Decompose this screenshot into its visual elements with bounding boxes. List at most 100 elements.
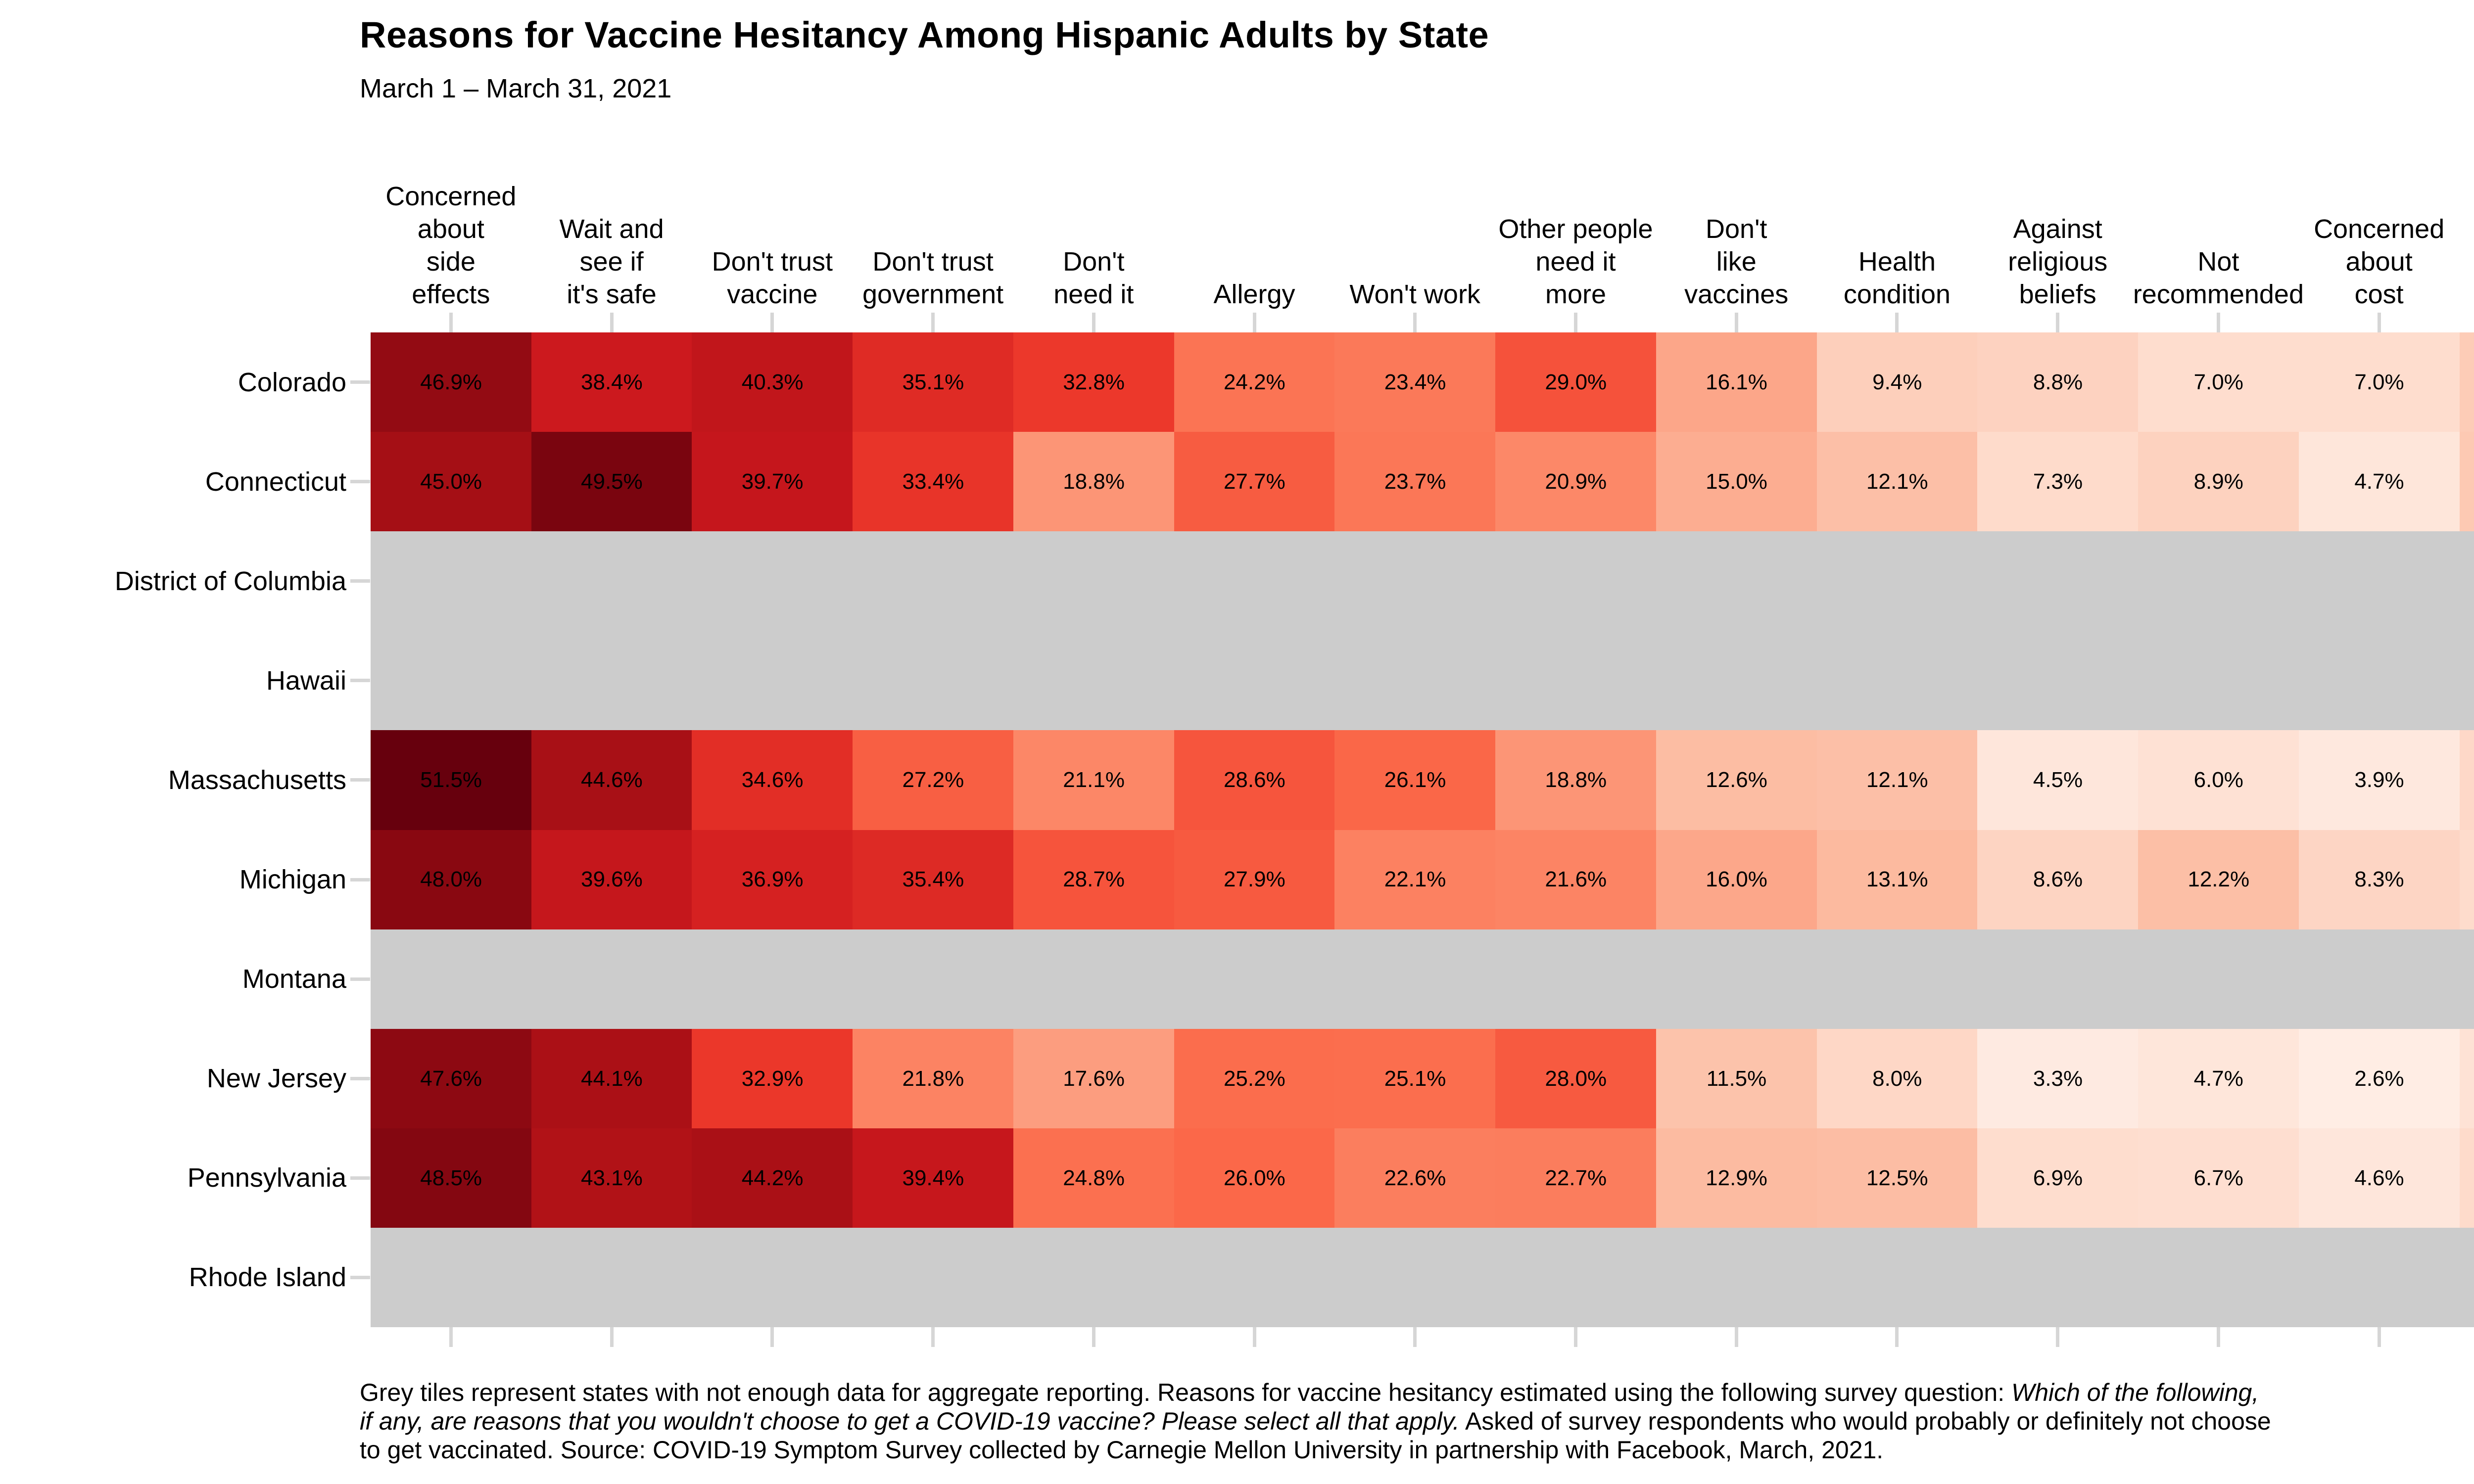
- axis-tick-bottom: [1895, 1327, 1899, 1347]
- row-label-state: Massachusetts: [168, 765, 346, 795]
- footnote-line: Grey tiles represent states with not eno…: [360, 1378, 2259, 1407]
- heatmap-cell: 6.0%: [2138, 730, 2299, 831]
- axis-tick-top: [1734, 313, 1738, 332]
- column-header: Not recommended: [2133, 247, 2304, 309]
- heatmap-cell: 46.9%: [371, 332, 532, 432]
- axis-tick-left: [350, 480, 370, 484]
- heatmap-cell: 24.8%: [1013, 1128, 1175, 1228]
- heatmap-cell: 6.9%: [1977, 1128, 2139, 1228]
- axis-tick-bottom: [931, 1327, 935, 1347]
- footnote-survey-question: if any, are reasons that you wouldn't ch…: [360, 1407, 1460, 1435]
- heatmap-cell: 27.2%: [853, 730, 1014, 831]
- heatmap-cell: 12.1%: [1816, 730, 1978, 831]
- heatmap-cell: 44.1%: [531, 1028, 693, 1129]
- heatmap-cell: 7.0%: [2298, 332, 2460, 432]
- heatmap-cell: 4.7%: [2138, 1028, 2299, 1129]
- heatmap-cell: 8.8%: [1977, 332, 2139, 432]
- heatmap-cell: 34.6%: [692, 730, 853, 831]
- heatmap-cell: 36.9%: [692, 830, 853, 930]
- heatmap-cell: 39.7%: [692, 432, 853, 532]
- axis-tick-top: [931, 313, 935, 332]
- heatmap-cell: 28.0%: [1495, 1028, 1657, 1129]
- heatmap-cell: 21.1%: [1013, 730, 1175, 831]
- footnote-text: Grey tiles represent states with not eno…: [360, 1379, 2011, 1406]
- heatmap-cell: 49.5%: [531, 432, 693, 532]
- heatmap-cell: 26.1%: [1334, 730, 1496, 831]
- axis-tick-left: [350, 977, 370, 981]
- heatmap-cell: 25.2%: [1174, 1028, 1335, 1129]
- heatmap-cell: 51.5%: [371, 730, 532, 831]
- heatmap-cell: 10.5%: [2459, 432, 2474, 532]
- heatmap-cell: 39.4%: [853, 1128, 1014, 1228]
- row-label-state: New Jersey: [206, 1064, 346, 1094]
- column-header: Concerned about side effects: [385, 182, 517, 309]
- heatmap-cell: 8.6%: [1977, 830, 2139, 930]
- axis-tick-left: [350, 679, 370, 683]
- heatmap-cell: 28.7%: [1013, 830, 1175, 930]
- heatmap-cell: 12.5%: [1816, 1128, 1978, 1228]
- column-header: Concerned about cost: [2314, 214, 2445, 309]
- heatmap-cell: 7.0%: [2138, 332, 2299, 432]
- heatmap-cell: 44.6%: [531, 730, 693, 831]
- heatmap-cell: 33.4%: [853, 432, 1014, 532]
- footnote-text: to get vaccinated. Source: COVID-19 Symp…: [360, 1436, 1884, 1464]
- heatmap-cell: 16.1%: [1656, 332, 1817, 432]
- column-header: Don't trust government: [862, 247, 1004, 309]
- axis-tick-left: [350, 380, 370, 384]
- heatmap-cell: 35.1%: [853, 332, 1014, 432]
- heatmap-cell: 32.9%: [692, 1028, 853, 1129]
- heatmap-cell: 12.9%: [1656, 1128, 1817, 1228]
- heatmap-cell: 17.6%: [1013, 1028, 1175, 1129]
- column-header: Pregnancy: [2440, 158, 2474, 311]
- heatmap-cell: 32.8%: [1013, 332, 1175, 432]
- missing-data-row: [371, 929, 2474, 1029]
- column-header: Won't work: [1349, 279, 1480, 309]
- axis-tick-bottom: [1574, 1327, 1577, 1347]
- heatmap-cell: 10.0%: [2459, 332, 2474, 432]
- heatmap-cell: 18.8%: [1013, 432, 1175, 532]
- axis-tick-top: [2056, 313, 2060, 332]
- missing-data-row: [371, 631, 2474, 731]
- column-header: Don't need it: [1053, 247, 1134, 309]
- footnote-text: Asked of survey respondents who would pr…: [1459, 1407, 2271, 1435]
- axis-tick-left: [350, 878, 370, 881]
- axis-tick-bottom: [1252, 1327, 1256, 1347]
- axis-tick-bottom: [1734, 1327, 1738, 1347]
- footnote-survey-question: Which of the following,: [2011, 1379, 2259, 1406]
- column-header: Wait and see if it's safe: [559, 214, 664, 309]
- heatmap-cell: 4.5%: [1977, 730, 2139, 831]
- heatmap-cell: 47.6%: [371, 1028, 532, 1129]
- axis-tick-left: [350, 1076, 370, 1080]
- heatmap-cell: 7.3%: [2459, 1128, 2474, 1228]
- axis-tick-top: [2377, 313, 2381, 332]
- heatmap-cell: 35.4%: [853, 830, 1014, 930]
- row-label-state: Rhode Island: [189, 1262, 346, 1293]
- heatmap-cell: 8.3%: [2298, 830, 2460, 930]
- heatmap-cell: 44.2%: [692, 1128, 853, 1228]
- axis-tick-bottom: [1413, 1327, 1417, 1347]
- footnote-line: to get vaccinated. Source: COVID-19 Symp…: [360, 1436, 1883, 1464]
- axis-tick-top: [1252, 313, 1256, 332]
- axis-tick-bottom: [610, 1327, 614, 1347]
- heatmap-cell: 2.6%: [2298, 1028, 2460, 1129]
- heatmap-cell: 29.0%: [1495, 332, 1657, 432]
- row-label-state: Hawaii: [266, 665, 346, 696]
- heatmap-cell: 3.3%: [1977, 1028, 2139, 1129]
- heatmap-cell: 22.7%: [1495, 1128, 1657, 1228]
- axis-tick-left: [350, 1176, 370, 1180]
- column-header: Allergy: [1213, 279, 1295, 309]
- heatmap-cell: 12.6%: [1656, 730, 1817, 831]
- heatmap-cell: 20.9%: [1495, 432, 1657, 532]
- heatmap-cell: 48.5%: [371, 1128, 532, 1228]
- axis-tick-bottom: [770, 1327, 774, 1347]
- row-label-state: Montana: [242, 964, 346, 994]
- heatmap-cell: 7.3%: [1977, 432, 2139, 532]
- axis-tick-bottom: [2377, 1327, 2381, 1347]
- footnote-line: if any, are reasons that you wouldn't ch…: [360, 1407, 2271, 1436]
- axis-tick-top: [1092, 313, 1095, 332]
- column-header: Against religious beliefs: [2008, 214, 2108, 309]
- heatmap-cell: 27.9%: [1174, 830, 1335, 930]
- heatmap-cell: 18.8%: [1495, 730, 1657, 831]
- row-label-state: Colorado: [238, 367, 346, 397]
